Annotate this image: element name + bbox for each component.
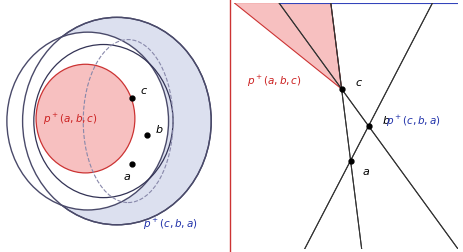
Circle shape	[36, 64, 135, 173]
Text: $p^+(c,b,a)$: $p^+(c,b,a)$	[386, 113, 441, 129]
Circle shape	[7, 32, 169, 210]
Circle shape	[23, 17, 211, 225]
Text: $b$: $b$	[382, 114, 391, 125]
Text: $c$: $c$	[140, 86, 148, 96]
Text: $a$: $a$	[123, 172, 131, 182]
Text: $a$: $a$	[362, 167, 370, 177]
Polygon shape	[234, 3, 342, 89]
Text: $b$: $b$	[155, 123, 164, 135]
Text: $c$: $c$	[355, 78, 363, 88]
Text: $p^+(a,b,c)$: $p^+(a,b,c)$	[247, 74, 301, 89]
Text: $p^+(a,b,c)$: $p^+(a,b,c)$	[44, 112, 98, 127]
Text: $p^+(c,b,a)$: $p^+(c,b,a)$	[144, 217, 198, 232]
